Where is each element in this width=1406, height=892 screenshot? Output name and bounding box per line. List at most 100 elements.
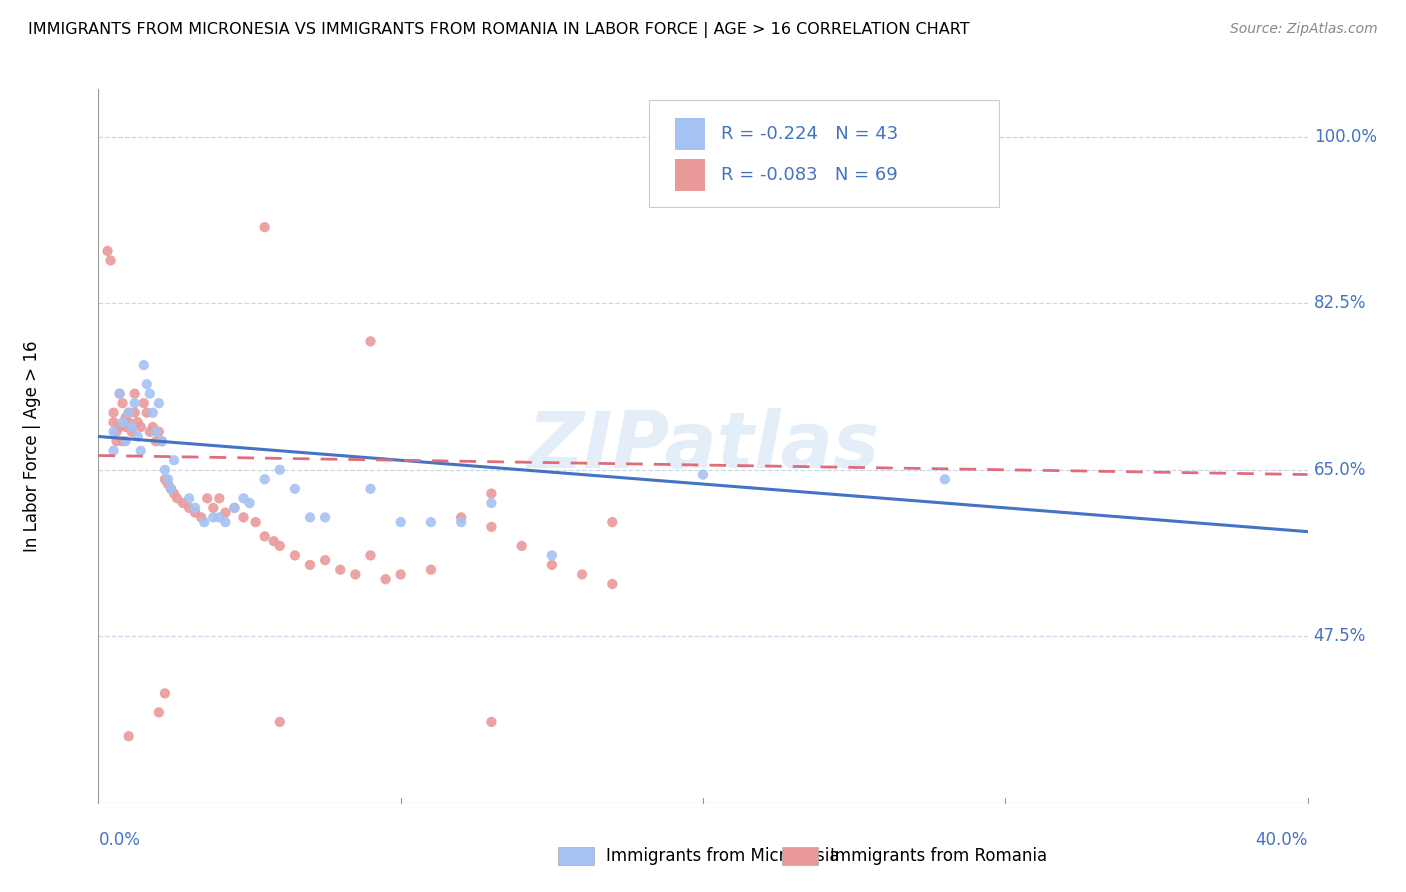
Point <box>389 515 412 529</box>
Point <box>195 491 218 506</box>
Point <box>160 482 183 496</box>
Point <box>129 443 152 458</box>
Point <box>139 425 162 439</box>
Point <box>934 472 956 486</box>
Point <box>329 563 352 577</box>
Point <box>124 396 146 410</box>
FancyBboxPatch shape <box>558 847 595 865</box>
Point <box>163 486 186 500</box>
Point <box>145 434 167 449</box>
Point <box>160 482 183 496</box>
Point <box>419 563 441 577</box>
Text: Immigrants from Micronesia: Immigrants from Micronesia <box>606 847 839 865</box>
FancyBboxPatch shape <box>782 847 818 865</box>
Point <box>177 491 201 506</box>
Point <box>118 729 141 743</box>
Text: R = -0.224   N = 43: R = -0.224 N = 43 <box>721 125 898 143</box>
Point <box>208 510 231 524</box>
Point <box>108 386 131 401</box>
FancyBboxPatch shape <box>675 159 706 191</box>
Point <box>108 386 131 401</box>
Point <box>118 406 141 420</box>
Point <box>111 396 134 410</box>
Point <box>602 577 624 591</box>
Point <box>253 220 276 235</box>
Point <box>481 496 503 510</box>
Point <box>193 515 215 529</box>
Point <box>481 486 503 500</box>
Text: Source: ZipAtlas.com: Source: ZipAtlas.com <box>1230 22 1378 37</box>
Text: R = -0.083   N = 69: R = -0.083 N = 69 <box>721 166 898 184</box>
Point <box>153 472 176 486</box>
Point <box>153 686 176 700</box>
Point <box>150 434 173 449</box>
Point <box>202 500 225 515</box>
Point <box>202 510 225 524</box>
Point <box>132 396 155 410</box>
Point <box>450 515 472 529</box>
Point <box>103 406 125 420</box>
FancyBboxPatch shape <box>648 100 1000 207</box>
Point <box>96 244 118 258</box>
Point <box>214 515 236 529</box>
Point <box>481 520 503 534</box>
Point <box>129 420 152 434</box>
Point <box>232 491 254 506</box>
Point <box>148 396 170 410</box>
Point <box>100 253 122 268</box>
Point <box>114 434 136 449</box>
Point <box>103 443 125 458</box>
Text: 47.5%: 47.5% <box>1313 627 1367 645</box>
Point <box>111 415 134 429</box>
Point <box>127 415 149 429</box>
Point <box>224 500 246 515</box>
Point <box>245 515 267 529</box>
Point <box>135 377 157 392</box>
Point <box>172 496 194 510</box>
Point <box>299 558 322 572</box>
Point <box>156 477 179 491</box>
Point <box>139 386 162 401</box>
Point <box>103 415 125 429</box>
Point <box>360 549 382 563</box>
Point <box>540 558 562 572</box>
Point <box>224 500 246 515</box>
Point <box>114 410 136 425</box>
Point <box>148 706 170 720</box>
Point <box>208 491 231 506</box>
Point <box>253 529 276 543</box>
Point <box>121 425 143 439</box>
Point <box>269 463 291 477</box>
Point <box>184 506 207 520</box>
Text: 100.0%: 100.0% <box>1313 128 1376 145</box>
Text: 0.0%: 0.0% <box>98 831 141 849</box>
Point <box>602 515 624 529</box>
Point <box>374 572 396 586</box>
Point <box>190 510 212 524</box>
Point <box>510 539 533 553</box>
Text: IMMIGRANTS FROM MICRONESIA VS IMMIGRANTS FROM ROMANIA IN LABOR FORCE | AGE > 16 : IMMIGRANTS FROM MICRONESIA VS IMMIGRANTS… <box>28 22 970 38</box>
Point <box>481 714 503 729</box>
Text: 82.5%: 82.5% <box>1313 294 1367 312</box>
Point <box>314 553 336 567</box>
Point <box>389 567 412 582</box>
Point <box>232 510 254 524</box>
Point <box>419 515 441 529</box>
Point <box>103 425 125 439</box>
Text: Immigrants from Romania: Immigrants from Romania <box>830 847 1047 865</box>
Point <box>132 358 155 372</box>
Point <box>344 567 367 582</box>
Point <box>142 420 165 434</box>
Point <box>105 434 128 449</box>
Point <box>153 463 176 477</box>
Point <box>114 420 136 434</box>
Point <box>299 510 322 524</box>
Point <box>540 549 562 563</box>
Point <box>263 534 285 549</box>
Point <box>269 539 291 553</box>
Point <box>156 472 179 486</box>
Point <box>108 420 131 434</box>
Point <box>124 386 146 401</box>
Point <box>118 415 141 429</box>
Point <box>450 510 472 524</box>
